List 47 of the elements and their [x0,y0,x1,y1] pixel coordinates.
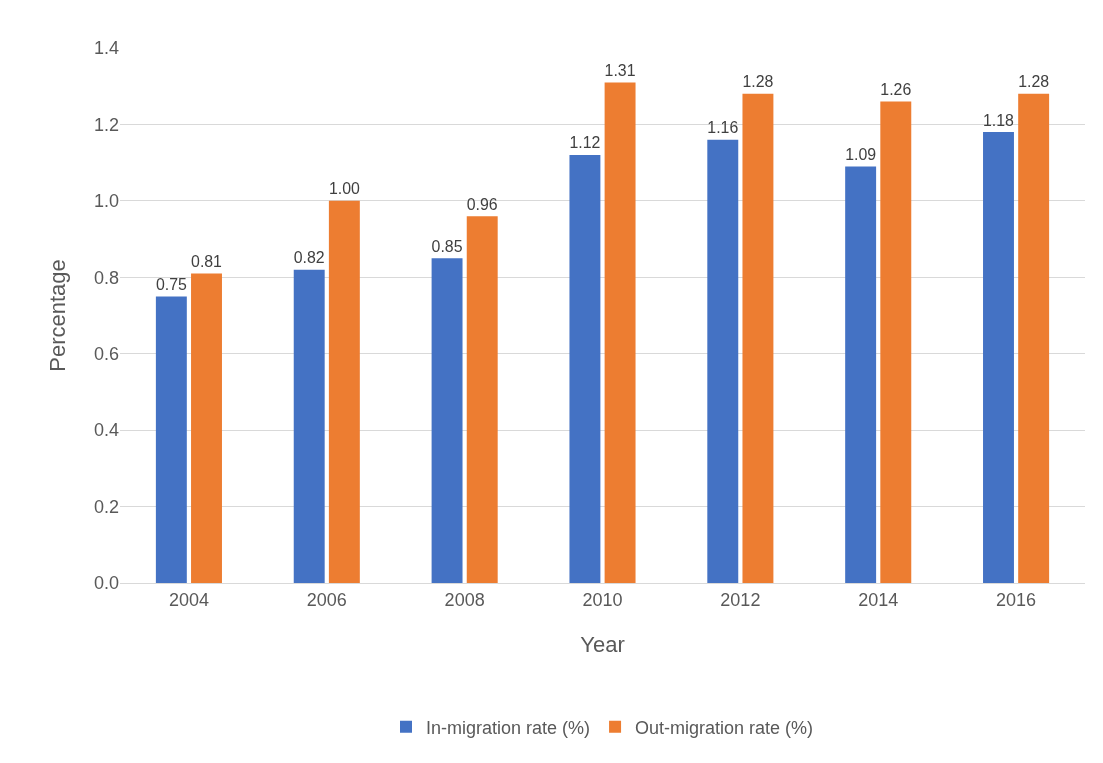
bar [742,93,774,583]
x-tick-label: 2016 [996,589,1037,610]
bar [880,101,912,583]
bar [604,82,636,583]
bar [707,139,739,583]
bar [431,258,463,583]
data-label: 1.18 [983,111,1015,129]
y-tick-label: 0.6 [93,344,119,365]
legend-label: In-migration rate (%) [426,717,591,738]
y-axis-title: Percentage [44,259,70,372]
data-label: 1.09 [845,145,877,163]
data-label: 0.85 [431,237,463,255]
data-label: 0.75 [155,275,187,293]
bar [983,132,1014,583]
y-tick-label: 0.2 [93,496,119,517]
data-label: 0.81 [191,252,223,270]
data-label: 1.00 [328,180,360,198]
data-label: 1.16 [707,119,739,137]
x-tick-label: 2014 [858,589,899,610]
bar [466,216,498,583]
legend-label: Out-migration rate (%) [635,717,814,738]
y-tick-label: 1.2 [93,114,119,135]
bar [1018,93,1050,583]
x-axis-title: Year [580,632,625,658]
x-tick-label: 2006 [306,589,347,610]
y-tick-label: 0.8 [93,267,119,288]
bar [191,273,222,583]
bar [155,296,187,583]
bar [293,269,325,583]
x-tick-label: 2010 [582,589,623,610]
data-label: 1.31 [604,61,636,79]
x-tick-label: 2012 [720,589,761,610]
x-tick-label: 2008 [444,589,485,610]
y-tick-label: 0.4 [93,420,119,441]
x-tick-label: 2004 [168,589,209,610]
y-tick-label: 1.4 [93,38,119,59]
y-tick-label: 0.0 [93,573,119,594]
bar [569,155,601,583]
data-label: 0.82 [293,249,325,267]
bar [328,200,360,583]
y-tick-label: 1.0 [93,191,119,212]
data-label: 0.96 [466,195,498,213]
bar [845,166,877,583]
data-label: 1.28 [1018,73,1050,91]
data-label: 1.28 [742,73,774,91]
data-label: 1.26 [880,80,912,98]
data-label: 1.12 [569,134,601,152]
